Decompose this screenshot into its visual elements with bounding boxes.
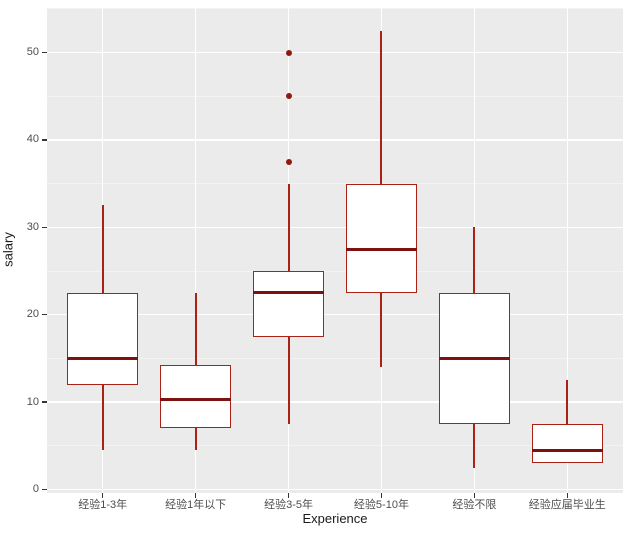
y-tick-mark [42, 139, 47, 141]
whisker-upper [101, 205, 104, 293]
median-line [345, 247, 417, 251]
gridline-major-y [47, 51, 623, 54]
gridline-minor-y [47, 183, 623, 185]
plot-panel [47, 8, 623, 493]
whisker-upper [194, 292, 197, 365]
gridline-minor-y [47, 95, 623, 97]
outlier-point [285, 158, 292, 165]
y-tick-label: 10 [26, 395, 39, 408]
median-line [531, 448, 603, 452]
whisker-lower [380, 292, 383, 368]
y-axis-title: salary [0, 232, 16, 267]
gridline-major-x [194, 8, 197, 493]
outlier-point [285, 93, 292, 100]
gridline-major-y [47, 488, 623, 491]
x-tick-label: 经验3-5年 [264, 499, 313, 511]
median-line [67, 356, 139, 360]
whisker-upper [287, 183, 290, 272]
gridline-major-x [566, 8, 568, 493]
outlier-point [285, 49, 292, 56]
boxplot-box [160, 364, 232, 429]
gridline-major-y [47, 226, 623, 229]
whisker-lower [287, 336, 290, 424]
y-tick-label: 20 [26, 308, 39, 321]
x-axis-title: Experience [302, 511, 368, 526]
y-tick-mark [42, 51, 47, 54]
boxplot-box [67, 292, 139, 385]
y-tick-label: 30 [26, 220, 39, 233]
x-tick-label: 经验应届毕业生 [528, 499, 606, 511]
x-tick-mark [380, 493, 383, 498]
x-tick-mark [194, 493, 197, 498]
whisker-upper [380, 30, 383, 184]
gridline-minor-y [47, 270, 623, 272]
gridline-major-y [47, 401, 623, 403]
boxplot-box [253, 271, 325, 337]
x-tick-label: 经验5-10年 [353, 499, 409, 511]
y-tick-label: 50 [26, 46, 39, 59]
y-tick-label: 0 [32, 483, 39, 495]
whisker-upper [473, 227, 476, 293]
x-tick-label: 经验1-3年 [78, 499, 128, 511]
y-tick-mark [42, 313, 47, 316]
whisker-lower [101, 384, 104, 451]
median-line [160, 398, 232, 402]
gridline-minor-y [47, 357, 623, 359]
x-tick-mark [287, 493, 290, 498]
whisker-lower [194, 428, 197, 451]
x-tick-mark [473, 493, 476, 498]
median-line [253, 291, 325, 295]
boxplot-box [345, 183, 417, 293]
gridline-minor-y [47, 8, 623, 10]
median-line [438, 356, 510, 360]
x-tick-label: 经验不限 [452, 499, 497, 511]
gridline-major-y [47, 139, 623, 141]
gridline-major-y [47, 313, 623, 316]
gridline-minor-y [47, 445, 623, 447]
y-tick-mark [42, 401, 47, 403]
boxplot-box [531, 423, 603, 464]
whisker-lower [473, 423, 476, 468]
whisker-upper [566, 380, 569, 424]
x-tick-mark [101, 493, 104, 498]
x-tick-mark [566, 493, 568, 498]
y-tick-label: 40 [26, 133, 39, 146]
x-tick-label: 经验1年以下 [165, 499, 227, 511]
y-tick-mark [42, 226, 47, 229]
y-tick-mark [42, 488, 47, 491]
